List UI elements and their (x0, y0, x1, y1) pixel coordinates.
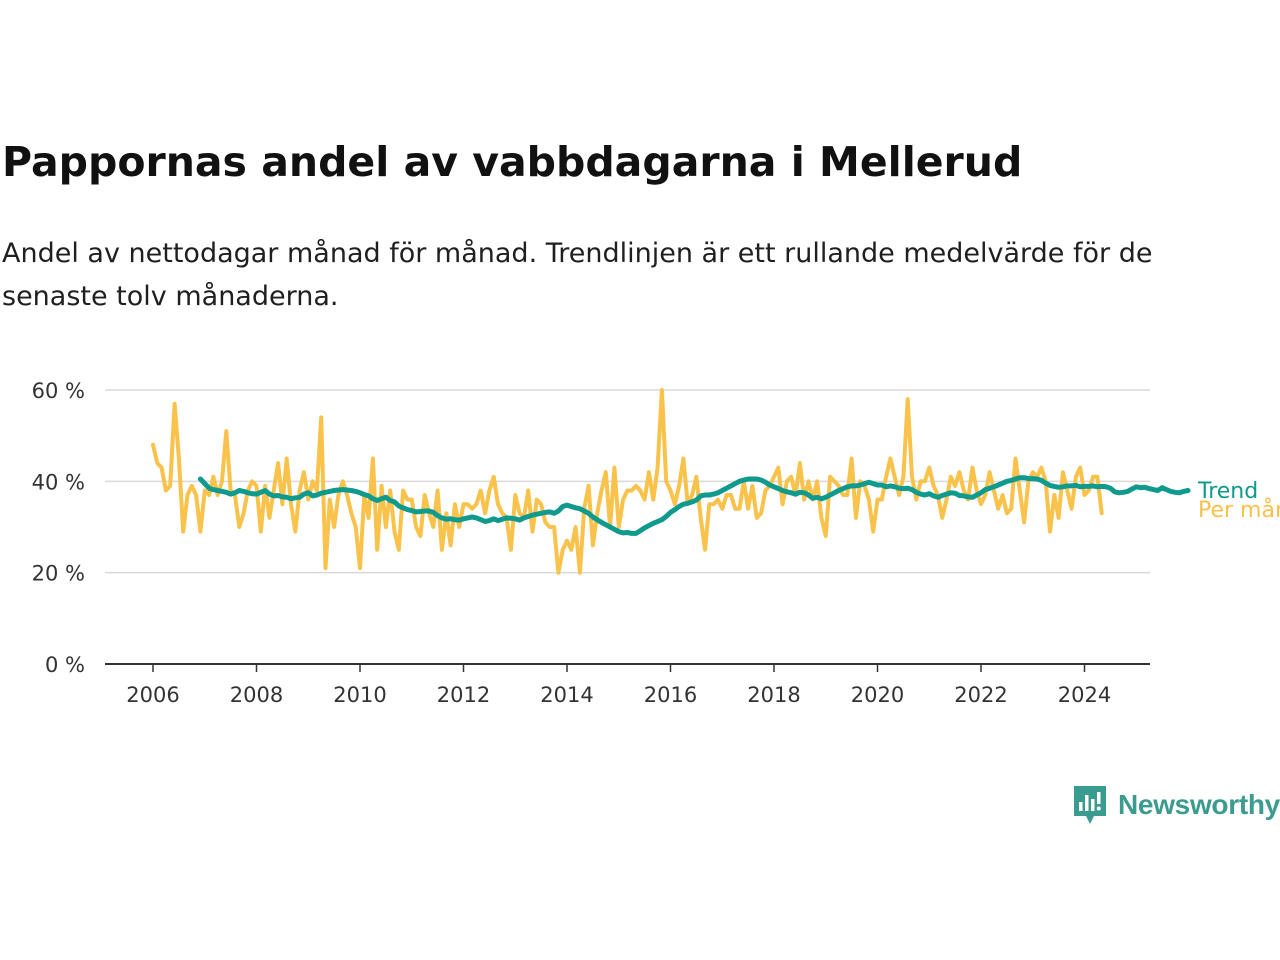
x-tick-label: 2006 (126, 683, 179, 707)
x-tick-label: 2024 (1058, 683, 1111, 707)
y-tick-label: 60 % (32, 379, 85, 403)
y-tick-label: 20 % (32, 562, 85, 586)
x-tick-label: 2018 (747, 683, 800, 707)
x-tick-label: 2016 (644, 683, 697, 707)
chart-title: Pappornas andel av vabbdagarna i Melleru… (2, 138, 1023, 186)
y-tick-label: 0 % (45, 653, 85, 677)
chart-subtitle: Andel av nettodagar månad för månad. Tre… (2, 238, 1153, 312)
x-tick-label: 2012 (437, 683, 490, 707)
x-axis: 2006 2008 2010 2012 2014 2016 2018 2020 2022 2024 (105, 663, 1150, 707)
y-axis-ticks: 0 % 20 % 40 % 60 % (32, 379, 85, 677)
legend-label-trend: Trend (1197, 479, 1258, 504)
y-tick-label: 40 % (32, 470, 85, 494)
monthly-line (151, 388, 1104, 575)
x-tick-label: 2020 (851, 683, 904, 707)
legend-label-monthly: Per månad (1198, 497, 1280, 523)
x-tick-label: 2022 (954, 683, 1007, 707)
newsworthy-logo-icon (1074, 786, 1106, 824)
x-tick-label: 2010 (333, 683, 386, 707)
trend-line (197, 475, 1191, 536)
newsworthy-logo: Newsworthy (1072, 785, 1280, 825)
x-tick-label: 2014 (540, 683, 593, 707)
brand-name: Newsworthy (1118, 789, 1280, 820)
x-tick-label: 2008 (230, 683, 283, 707)
series-lines (151, 388, 1191, 575)
